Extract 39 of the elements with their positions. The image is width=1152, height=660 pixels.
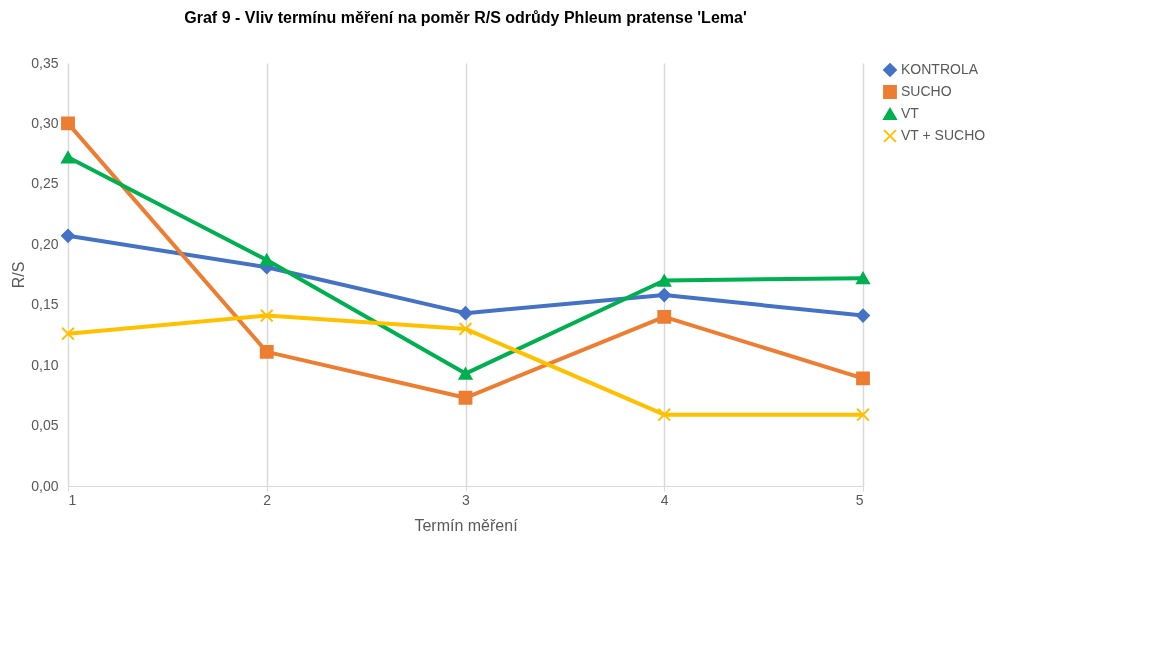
y-tick-label: 0,30	[31, 114, 59, 131]
point	[259, 253, 274, 267]
point	[259, 344, 274, 359]
y-tick-label: 0,15	[31, 296, 59, 313]
x-tick-label: 2	[263, 491, 272, 508]
x-tick-label: 4	[660, 491, 669, 508]
point	[458, 390, 473, 405]
legend-label: KONTROLA	[901, 61, 979, 77]
y-tick-label: 0,25	[31, 175, 59, 192]
point	[259, 308, 274, 323]
x-tick-label: 3	[462, 491, 471, 508]
point	[61, 151, 75, 164]
point	[657, 407, 672, 422]
x-tick-label: 5	[855, 491, 864, 508]
point	[856, 308, 870, 323]
x-tick-label: 1	[68, 491, 77, 508]
point	[61, 228, 75, 243]
point	[458, 367, 473, 380]
point	[856, 371, 870, 386]
point	[657, 288, 672, 302]
y-tick-label: 0,20	[31, 235, 59, 252]
point	[657, 274, 672, 287]
point	[657, 309, 672, 324]
point	[61, 116, 75, 131]
y-tick-label: 0,10	[31, 356, 59, 373]
legend-label: SUCHO	[901, 83, 952, 99]
x-axis-title: Termín měření	[414, 516, 519, 534]
point	[856, 407, 870, 422]
point	[458, 306, 473, 321]
point	[458, 321, 473, 336]
point	[856, 272, 870, 285]
y-tick-label: 0,35	[31, 54, 59, 71]
point	[61, 326, 75, 341]
chart-title: Graf 9 - Vliv termínu měření na poměr R/S odrůdy Phleum pratense 'Lema'	[184, 9, 747, 26]
y-tick-label: 0,05	[31, 417, 59, 434]
legend-label: VT	[901, 105, 920, 121]
y-tick-label: 0,00	[31, 477, 59, 494]
legend-label: VT + SUCHO	[901, 127, 986, 143]
y-axis-title: R/S	[10, 261, 28, 289]
